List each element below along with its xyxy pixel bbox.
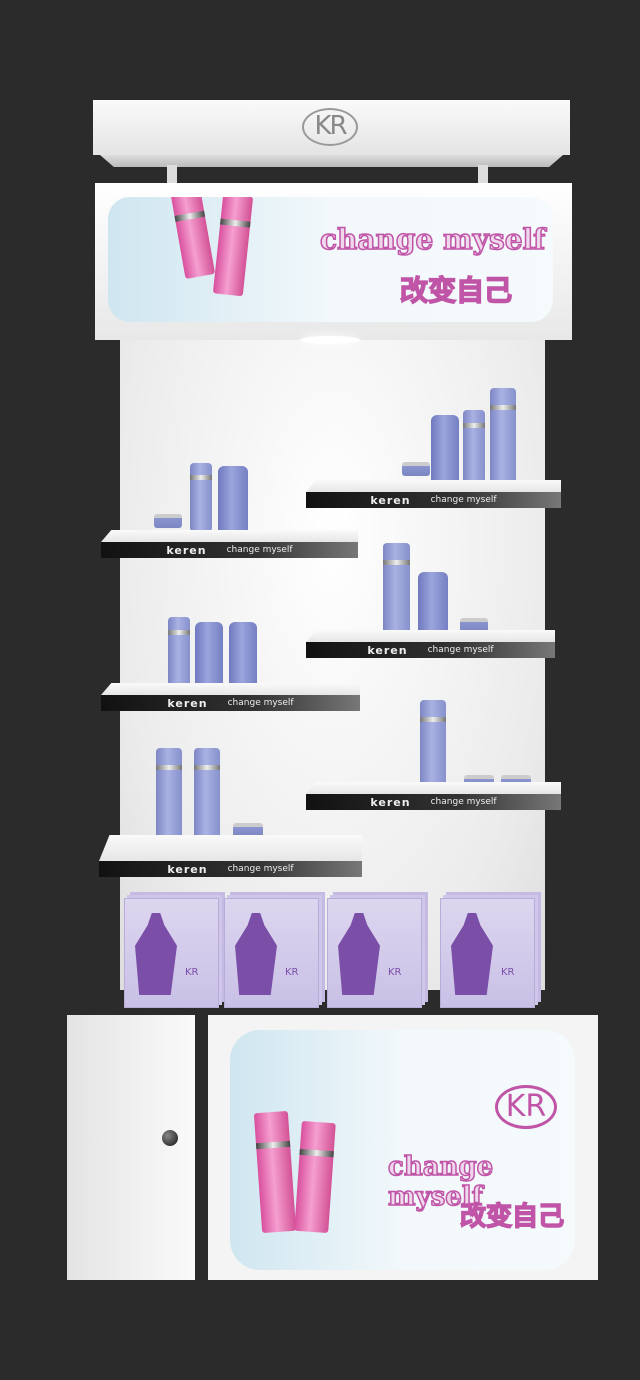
mask-box: KR [440, 898, 535, 1008]
shelf: keren change myself [99, 835, 362, 879]
shelf-tagline: change myself [227, 864, 294, 874]
box-logo: KR [501, 967, 515, 978]
bottle [383, 543, 410, 640]
shelf: keren change myself [101, 683, 360, 711]
cream-jar [402, 462, 430, 476]
banner-slogan-cn: 改变自己 [459, 1201, 565, 1233]
shelf-tagline: change myself [430, 797, 497, 807]
banner-slogan-cn: 改变自己 [399, 273, 513, 308]
shelf-brand: keren [370, 493, 411, 507]
pink-bottle [170, 197, 216, 279]
shelf-brand: keren [370, 795, 411, 809]
tube [218, 466, 248, 531]
cream-jar [233, 823, 263, 837]
box-artwork [338, 913, 380, 995]
mask-box: KR [327, 898, 422, 1008]
bottle [463, 410, 485, 483]
cabinet-door[interactable] [67, 1015, 195, 1280]
shelf-tagline: change myself [430, 495, 497, 505]
spotlight [300, 336, 360, 344]
shelf-brand: keren [367, 643, 408, 657]
pink-bottle [294, 1120, 336, 1234]
box-artwork [135, 913, 177, 995]
box-logo: KR [388, 967, 402, 978]
tube [195, 622, 223, 689]
tube [431, 415, 459, 483]
box-artwork [451, 913, 493, 995]
tube [418, 572, 448, 640]
shelf: keren change myself [306, 782, 561, 810]
shelf: keren change myself [101, 530, 358, 558]
shelf-brand: keren [167, 696, 208, 710]
box-artwork [235, 913, 277, 995]
box-logo: KR [285, 967, 299, 978]
pink-bottle [253, 1110, 297, 1234]
bottom-banner: KR change myself 改变自己 [230, 1030, 575, 1270]
shelf-brand: keren [166, 543, 207, 557]
mask-box: KR [124, 898, 219, 1008]
banner-slogan-en: change myself [387, 1151, 494, 1213]
support-pole [167, 165, 177, 185]
bottle [156, 748, 182, 840]
kr-logo: KR [495, 1085, 557, 1129]
cream-jar [460, 618, 488, 632]
top-banner: change myself 改变自己 [108, 197, 553, 322]
bottle [168, 617, 190, 689]
header-bevel [100, 155, 563, 167]
kr-logo: KR [302, 108, 358, 146]
shelf: keren change myself [306, 480, 561, 508]
shelf-tagline: change myself [226, 545, 293, 555]
bottle [490, 388, 516, 483]
bottle [420, 700, 446, 792]
pink-bottle [212, 197, 254, 297]
banner-slogan-en: change myself [319, 222, 546, 257]
shelf-tagline: change myself [227, 698, 294, 708]
cream-jar [154, 514, 182, 528]
mask-box: KR [224, 898, 319, 1008]
shelf-tagline: change myself [427, 645, 494, 655]
bottle [190, 463, 212, 531]
box-logo: KR [185, 967, 199, 978]
door-knob[interactable] [162, 1130, 178, 1146]
shelf-brand: keren [167, 862, 208, 876]
shelf: keren change myself [306, 630, 555, 658]
support-pole [478, 165, 488, 185]
tube [229, 622, 257, 689]
bottle [194, 748, 220, 840]
